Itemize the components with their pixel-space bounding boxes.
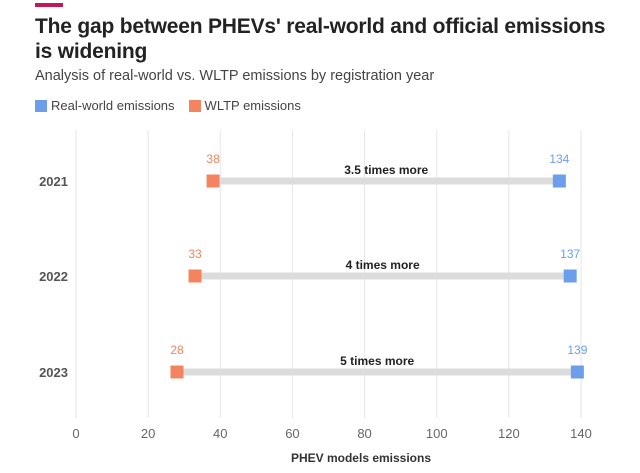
legend-swatch-real-world [35, 99, 47, 112]
chart-title: The gap between PHEVs' real-world and of… [35, 15, 606, 63]
title-accent-bar [35, 3, 63, 7]
real-world-value-label: 134 [549, 152, 569, 166]
legend: Real-world emissions WLTP emissions [35, 98, 315, 113]
wltp-marker [170, 365, 184, 379]
real-world-marker [570, 365, 584, 379]
gap-annotation: 3.5 times more [344, 163, 428, 177]
gap-annotation: 5 times more [340, 354, 414, 368]
category-label: 2022 [39, 269, 68, 284]
x-tick-label: 60 [285, 426, 299, 441]
legend-item-wltp: WLTP emissions [188, 98, 301, 113]
wltp-value-label: 33 [188, 247, 202, 261]
legend-swatch-wltp [188, 99, 201, 112]
legend-label-wltp: WLTP emissions [204, 98, 301, 113]
real-world-marker [563, 269, 577, 283]
legend-item-real-world: Real-world emissions [35, 98, 175, 113]
real-world-value-label: 137 [560, 247, 580, 261]
real-world-marker [552, 174, 566, 188]
real-world-value-label: 139 [567, 343, 587, 357]
category-label: 2021 [39, 174, 68, 189]
wltp-value-label: 28 [170, 343, 184, 357]
x-tick-label: 40 [213, 426, 227, 441]
wltp-value-label: 38 [206, 152, 220, 166]
x-tick-label: 80 [357, 426, 371, 441]
x-tick-label: 100 [426, 426, 448, 441]
wltp-marker [188, 269, 202, 283]
x-tick-label: 140 [570, 426, 592, 441]
chart-subtitle: Analysis of real-world vs. WLTP emission… [35, 68, 435, 84]
wltp-marker [206, 174, 220, 188]
gap-annotation: 4 times more [346, 258, 420, 272]
x-tick-label: 0 [72, 426, 79, 441]
x-tick-label: 20 [141, 426, 155, 441]
category-label: 2023 [39, 365, 68, 380]
legend-label-real-world: Real-world emissions [51, 98, 175, 113]
x-axis-label: PHEV models emissions [291, 451, 431, 465]
x-tick-label: 120 [498, 426, 520, 441]
